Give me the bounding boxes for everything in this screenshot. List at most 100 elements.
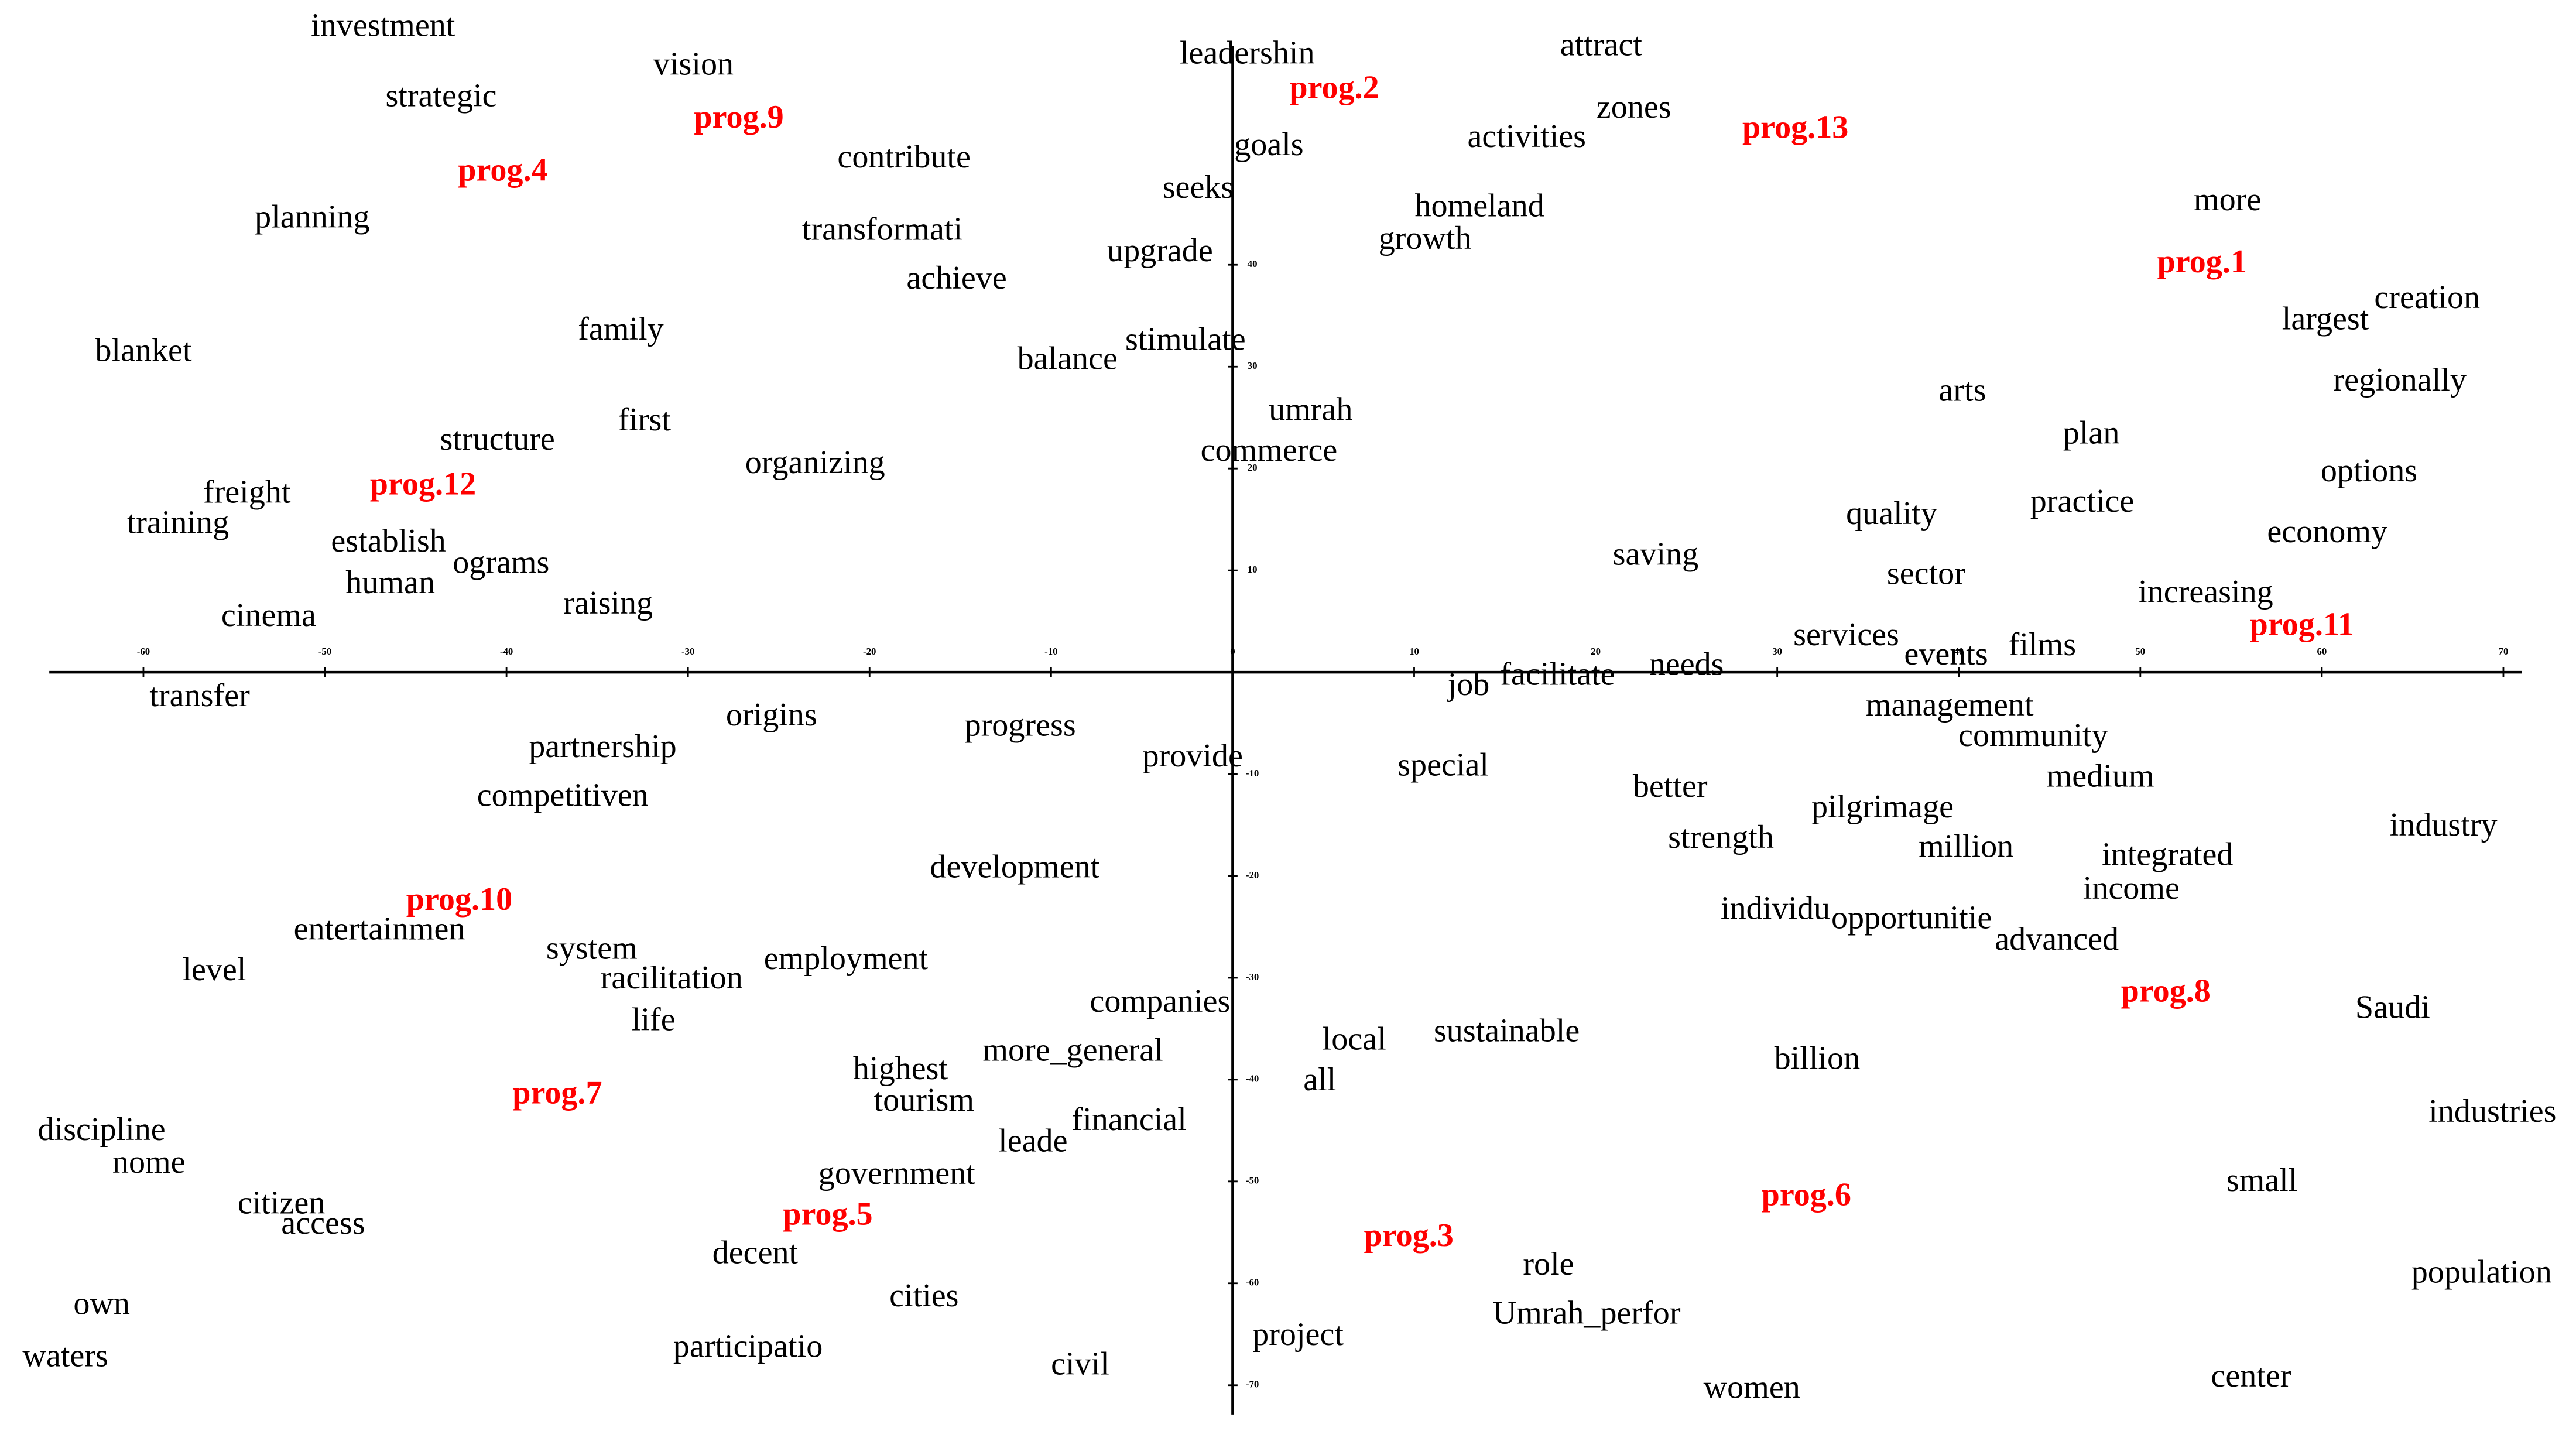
point-label: special [1397, 747, 1489, 783]
point-label: vision [653, 46, 734, 83]
point-label: nome [112, 1144, 186, 1180]
point-label: commerce [1201, 432, 1338, 468]
y-tick-label: -40 [1246, 1073, 1259, 1084]
point-label: system [546, 930, 638, 967]
point-label: Saudi [2355, 989, 2430, 1025]
point-label: participatio [673, 1329, 823, 1365]
point-label: small [2226, 1162, 2298, 1199]
point-label: contribute [837, 139, 970, 175]
x-tick-label: -20 [863, 646, 876, 657]
x-tick-label: -30 [681, 646, 694, 657]
x-tick-label: -40 [500, 646, 513, 657]
x-tick-label: -10 [1044, 646, 1057, 657]
point-label: industry [2390, 807, 2498, 843]
point-label: billion [1775, 1040, 1861, 1076]
x-tick-label: 30 [1772, 646, 1782, 657]
point-label: own [73, 1286, 130, 1322]
point-label: competitiven [477, 778, 649, 814]
point-label: individu [1721, 891, 1830, 927]
y-tick-label: -70 [1246, 1379, 1259, 1390]
point-label: ograms [453, 544, 549, 580]
point-label: prog.8 [2121, 973, 2211, 1009]
point-label: umrah [1269, 391, 1352, 427]
point-label: services [1793, 617, 1899, 653]
point-label: prog.5 [783, 1196, 872, 1233]
point-label: first [618, 402, 672, 438]
point-label: prog.6 [1762, 1177, 1851, 1213]
x-tick-label: 10 [1409, 646, 1419, 657]
point-label: population [2411, 1254, 2552, 1290]
point-label: government [818, 1155, 975, 1192]
point-label: strength [1668, 819, 1774, 855]
y-tick-label: 20 [1248, 462, 1258, 473]
point-label: project [1252, 1316, 1344, 1353]
point-label: practice [2030, 483, 2135, 519]
point-label: films [2009, 627, 2076, 663]
point-label: waters [22, 1337, 108, 1374]
y-tick-label: -30 [1246, 971, 1259, 982]
point-label: zones [1597, 89, 1671, 125]
point-label: employment [764, 940, 929, 977]
point-label: job [1447, 666, 1490, 703]
point-label: better [1633, 768, 1708, 804]
point-label: economy [2267, 513, 2387, 550]
point-label: regionally [2333, 362, 2466, 398]
point-label: industries [2428, 1093, 2556, 1129]
point-label: prog.7 [512, 1075, 602, 1111]
point-label: opportunitie [1831, 899, 1992, 936]
x-tick-label: 60 [2317, 646, 2327, 657]
point-label: quality [1846, 495, 1937, 532]
point-label: prog.10 [406, 881, 512, 918]
point-label: increasing [2138, 574, 2273, 610]
x-tick-label: 40 [1954, 646, 1964, 657]
point-label: sector [1887, 555, 1965, 591]
point-label: local [1323, 1021, 1386, 1057]
point-label: raising [563, 585, 653, 621]
point-label: discipline [38, 1111, 166, 1148]
point-label: attract [1560, 27, 1643, 63]
point-label: prog.11 [2250, 606, 2354, 642]
point-label: establish [331, 523, 446, 559]
point-label: achieve [906, 260, 1006, 296]
point-label: stimulate [1125, 321, 1246, 357]
point-label: training [127, 504, 229, 540]
point-label: planning [255, 199, 369, 235]
x-tick-label: -60 [137, 646, 150, 657]
y-tick-label: -10 [1246, 768, 1259, 779]
point-label: transfer [149, 677, 250, 714]
point-label: progress [965, 707, 1076, 744]
point-label: transformati [802, 211, 962, 247]
point-label: organizing [745, 444, 885, 481]
point-label: level [182, 951, 246, 988]
point-label: prog.1 [2157, 244, 2247, 280]
point-label: events [1904, 636, 1988, 672]
point-label: leadershin [1180, 35, 1315, 71]
point-label: advanced [1995, 921, 2119, 957]
point-label: citizen [238, 1184, 326, 1221]
point-label: saving [1613, 536, 1698, 572]
point-label: highest [853, 1050, 948, 1087]
point-label: creation [2374, 279, 2480, 316]
point-label: prog.4 [458, 152, 547, 189]
point-label: integrated [2102, 837, 2233, 873]
point-label: prog.13 [1742, 109, 1848, 146]
point-label: decent [712, 1235, 799, 1271]
x-tick-label: 0 [1230, 646, 1235, 657]
y-tick-label: -50 [1246, 1175, 1259, 1186]
point-label: management [1866, 687, 2034, 723]
y-tick-label: 40 [1248, 258, 1258, 269]
y-tick-label: -20 [1246, 869, 1259, 881]
point-label: arts [1938, 372, 1986, 408]
point-label: companies [1090, 983, 1230, 1019]
point-label: tourism [874, 1082, 974, 1118]
point-label: income [2083, 870, 2180, 906]
point-label: growth [1379, 220, 1472, 256]
point-label: leade [998, 1122, 1067, 1159]
point-label: facilitate [1500, 656, 1615, 693]
point-label: blanket [95, 332, 192, 368]
point-label: investment [311, 8, 455, 44]
point-label: cinema [221, 597, 316, 634]
point-label: structure [440, 421, 554, 457]
point-label: origins [726, 697, 817, 733]
